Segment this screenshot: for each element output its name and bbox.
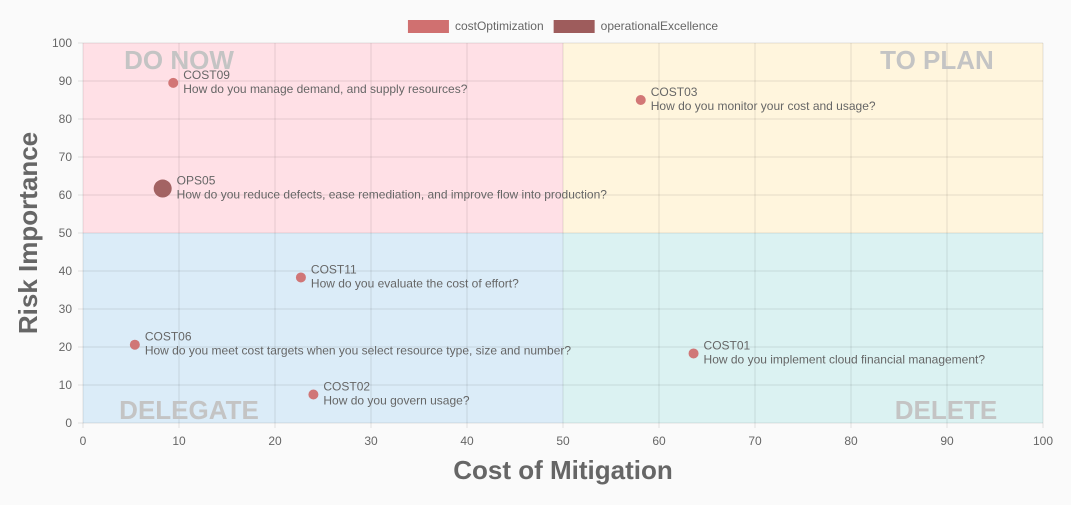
x-tick-label: 90: [940, 434, 954, 448]
quadrant-labels: DO NOW TO PLAN DELEGATE DELETE: [119, 45, 997, 425]
y-tick-label: 70: [59, 150, 73, 164]
point-code-label: OPS05: [177, 174, 216, 188]
quadrant-label-delete: DELETE: [895, 395, 998, 425]
point-question-label: How do you meet cost targets when you se…: [145, 344, 572, 358]
point-marker[interactable]: [635, 95, 646, 105]
x-tick-label: 100: [1033, 434, 1053, 448]
point-code-label: COST01: [704, 338, 751, 352]
y-axis-title: Risk Importance: [13, 132, 43, 334]
x-tick-label: 40: [460, 434, 474, 448]
legend-swatch: [553, 20, 595, 33]
x-tick-label: 30: [364, 434, 378, 448]
point-code-label: COST06: [145, 330, 192, 344]
quadrant-1: [563, 43, 1043, 233]
quadrant-2: [83, 233, 563, 423]
point-marker[interactable]: [168, 77, 179, 88]
y-tick-label: 80: [59, 112, 73, 126]
x-tick-label: 10: [172, 434, 186, 448]
y-tick-label: 100: [52, 36, 72, 50]
y-tick-label: 20: [59, 340, 73, 354]
point-code-label: COST03: [651, 85, 698, 99]
point-question-label: How do you monitor your cost and usage?: [651, 99, 876, 113]
quadrant-label-do-now: DO NOW: [124, 45, 234, 75]
x-tick-label: 60: [652, 434, 666, 448]
grid: [78, 42, 1044, 428]
x-tick-label: 70: [748, 434, 762, 448]
point-question-label: How do you evaluate the cost of effort?: [311, 276, 519, 290]
point-marker[interactable]: [129, 339, 140, 350]
point-marker[interactable]: [153, 179, 172, 198]
legend-label: costOptimization: [455, 19, 544, 33]
y-tick-label: 30: [59, 302, 73, 316]
y-tick-label: 90: [59, 74, 73, 88]
point-marker[interactable]: [295, 272, 306, 283]
quadrant-label-delegate: DELEGATE: [119, 395, 259, 425]
x-tick-label: 0: [80, 434, 87, 448]
point-code-label: COST11: [311, 262, 357, 276]
x-tick-label: 50: [556, 434, 570, 448]
y-tick-label: 40: [59, 264, 73, 278]
point-question-label: How do you reduce defects, ease remediat…: [177, 188, 608, 202]
y-tick-label: 10: [59, 378, 73, 392]
legend-item-costoptimization[interactable]: costOptimization: [407, 19, 544, 33]
point-question-label: How do you govern usage?: [323, 394, 469, 408]
legend-label: operationalExcellence: [601, 19, 719, 33]
point-question-label: How do you manage demand, and supply res…: [183, 82, 468, 96]
point-question-label: How do you implement cloud financial man…: [704, 352, 986, 366]
point-marker[interactable]: [308, 389, 319, 400]
y-axis-ticks: 0 10 20 30 40 50 60 70 80 90 100: [52, 36, 72, 430]
x-tick-label: 20: [268, 434, 282, 448]
x-axis-title: Cost of Mitigation: [453, 455, 673, 485]
y-tick-label: 60: [59, 188, 73, 202]
quadrant-3: [563, 233, 1043, 423]
point-code-label: COST02: [323, 380, 370, 394]
quadrant-0: [83, 43, 563, 233]
x-axis-ticks: 0 10 20 30 40 50 60 70 80 90 100: [80, 434, 1054, 448]
point-code-label: COST09: [183, 68, 230, 82]
quadrant-label-to-plan: TO PLAN: [880, 45, 994, 75]
point-marker[interactable]: [688, 348, 699, 359]
quadrant-backgrounds: [83, 43, 1043, 423]
x-tick-label: 80: [844, 434, 858, 448]
y-tick-label: 0: [65, 416, 72, 430]
legend-item-operationalexcellence[interactable]: operationalExcellence: [553, 19, 719, 33]
legend-swatch: [407, 20, 449, 33]
legend[interactable]: costOptimization operationalExcellence: [407, 19, 719, 33]
y-tick-label: 50: [59, 226, 73, 240]
